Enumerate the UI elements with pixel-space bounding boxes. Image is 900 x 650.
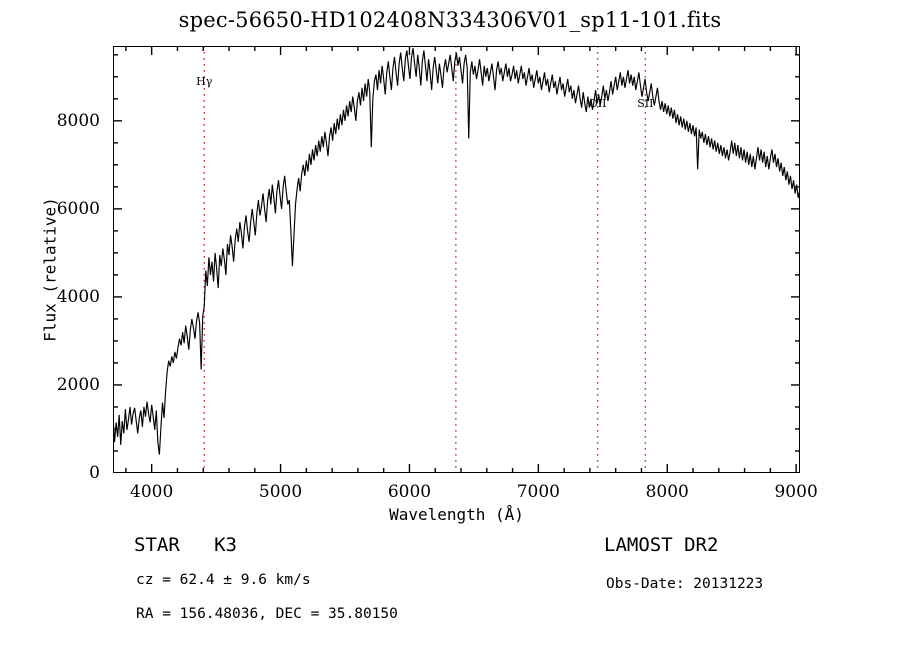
spectrum-trace (113, 48, 800, 455)
obs-date-label: Obs-Date: 20131223 (606, 576, 764, 592)
spectral-class: K3 (214, 534, 237, 556)
y-tick-label: 6000 (56, 198, 100, 219)
x-axis-title: Wavelength (Å) (389, 505, 524, 524)
spectral-line-label-h: Hγ (196, 74, 213, 88)
x-tick-label: 8000 (645, 482, 689, 502)
y-tick-label: 8000 (56, 110, 100, 131)
x-tick-label: 6000 (387, 482, 432, 502)
spectral-line-label-oii: OII (588, 96, 607, 110)
x-tick-label: 5000 (258, 482, 303, 502)
velocity-label: cz = 62.4 ± 9.6 km/s (136, 572, 311, 588)
y-tick-label: 2000 (56, 374, 100, 395)
plot-area (113, 46, 800, 473)
coordinates-label: RA = 156.48036, DEC = 35.80150 (136, 606, 398, 622)
spectral-line-label-sii: SII (637, 96, 654, 110)
object-type: STAR (134, 534, 180, 556)
page-title: spec-56650-HD102408N334306V01_sp11-101.f… (178, 8, 722, 32)
survey-label: LAMOST DR2 (604, 534, 719, 556)
x-tick-label: 7000 (516, 482, 560, 502)
y-tick-label: 0 (89, 463, 100, 483)
object-type-label: STAR K3 (134, 534, 237, 556)
x-tick-label: 9000 (774, 482, 818, 502)
plot-frame (113, 46, 800, 473)
y-tick-label: 4000 (56, 286, 100, 307)
x-tick-label: 4000 (130, 482, 174, 502)
